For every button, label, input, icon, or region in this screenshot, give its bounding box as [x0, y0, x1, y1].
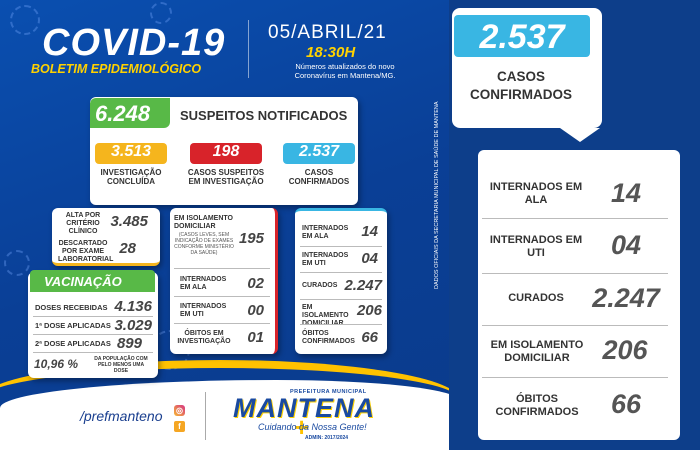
row-divider [300, 324, 382, 325]
detail-value: 2.247 [592, 283, 660, 313]
header-divider [248, 20, 249, 78]
detail-label: CURADOS [508, 292, 564, 304]
investigation-row-value: 01 [247, 329, 264, 346]
concluded-row-value: 3.485 [110, 213, 148, 230]
investigating-label: CASOS SUSPEITOS EM INVESTIGAÇÃO [187, 168, 265, 186]
vaccination-row-value: 4.136 [114, 298, 152, 315]
vaccination-row-label: 2ª DOSE APLICADAS [35, 339, 111, 348]
page-subtitle: BOLETIM EPIDEMIOLÓGICO [31, 62, 202, 76]
row-divider [300, 246, 382, 247]
confirmed-label: CASOS CONFIRMADOS [288, 168, 350, 186]
investigation-row-value: 00 [247, 302, 264, 319]
bulletin-time: 18:30H [306, 44, 356, 61]
vaccination-title: VACINAÇÃO [30, 270, 155, 292]
investigation-row-value: 195 [238, 230, 264, 247]
logo-slogan: Cuidando da Nossa Gente! [258, 422, 367, 432]
vaccination-row-value: 3.029 [114, 317, 152, 334]
detail-value: 206 [602, 335, 648, 365]
investigating-value: 198 [190, 143, 262, 164]
confirmed-small-label: CURADOS [302, 282, 338, 289]
plus-icon: + [294, 412, 310, 442]
concluded-row-label: DESCARTADO POR EXAME LABORATORIAL [58, 240, 114, 263]
virus-decoration-icon [4, 250, 30, 276]
confirmed-total-label: CASOS CONFIRMADOS [470, 69, 572, 102]
confirmed-details-card [478, 150, 680, 440]
vaccination-percent: 10,96 % [34, 357, 79, 371]
facebook-icon[interactable]: f [174, 421, 185, 432]
investigation-card [170, 208, 278, 354]
concluded-label: INVESTIGAÇÃO CONCLUÍDA [100, 168, 162, 186]
confirmed-small-value: 206 [356, 302, 382, 319]
footer-bg [0, 380, 460, 450]
investigation-row-label: INTERNADOS EM UTI [180, 303, 227, 318]
confirmed-small-label: ÓBITOS CONFIRMADOS [302, 330, 355, 345]
detail-value: 66 [610, 389, 642, 419]
vaccination-percent-label: DA POPULAÇÃO COM PELO MENOS UMA DOSE [94, 356, 148, 374]
confirmed-small-value: 2.247 [344, 277, 382, 294]
detail-label: INTERNADOS EM UTI [489, 234, 583, 259]
confirmed-total: 2.537 [454, 15, 590, 57]
bulletin-note: Números atualizados do novo Coronavírus … [294, 62, 396, 80]
row-divider [33, 334, 153, 335]
investigation-row-value: 02 [247, 275, 264, 292]
row-divider [482, 325, 668, 326]
yellow-swoosh [0, 360, 460, 400]
confirmed-small-value: 66 [361, 329, 378, 346]
vaccination-row-label: DOSES RECEBIDAS [35, 303, 108, 312]
social-handle[interactable]: /prefmanteno [80, 408, 163, 424]
instagram-icon[interactable]: ◎ [174, 405, 185, 416]
pointer-triangle [560, 128, 600, 142]
detail-label: ÓBITOS CONFIRMADOS [495, 393, 579, 418]
row-divider [300, 272, 382, 273]
confirmed-small-label: INTERNADOS EM UTI [302, 252, 349, 267]
row-divider [174, 323, 270, 324]
detail-value: 04 [610, 230, 642, 260]
suspects-total-bg [90, 98, 170, 128]
concluded-row-value: 28 [119, 240, 136, 257]
confirmed-small-value: 04 [361, 250, 378, 267]
row-divider [300, 299, 382, 300]
logo-admin: ADMIN: 2017/2024 [305, 435, 349, 441]
confirmed-small-label: INTERNADOS EM ALA [302, 225, 349, 240]
detail-value: 14 [610, 178, 642, 208]
vaccination-row-label: 1ª DOSE APLICADAS [35, 321, 111, 330]
concluded-value: 3.513 [95, 143, 167, 164]
investigation-row-label: INTERNADOS EM ALA [180, 276, 227, 291]
suspects-total: 6.248 [95, 101, 151, 126]
row-divider [482, 273, 668, 274]
vaccination-row-value: 899 [116, 335, 142, 352]
detail-label: INTERNADOS EM ALA [489, 181, 583, 206]
suspects-label: SUSPEITOS NOTIFICADOS [180, 108, 348, 123]
concluded-row-label: ALTA POR CRITÉRIO CLÍNICO [65, 212, 101, 235]
row-divider [174, 268, 270, 269]
detail-label: EM ISOLAMENTO DOMICILIAR [490, 339, 584, 364]
row-divider [33, 352, 153, 353]
virus-decoration-icon [10, 5, 40, 35]
confirmed-value: 2.537 [283, 143, 355, 164]
mantena-logo: MANTENA [233, 393, 375, 423]
virus-decoration-icon [150, 2, 172, 24]
bulletin-date: 05/ABRIL/21 [268, 22, 387, 43]
confirmed-small-card [295, 208, 387, 354]
footer-divider [205, 392, 206, 440]
page-title: COVID-19 [42, 22, 226, 64]
row-divider [33, 316, 153, 317]
investigation-row-label: ÓBITOS EM INVESTIGAÇÃO [177, 330, 231, 345]
row-divider [174, 296, 270, 297]
logo-top-text: PREFEITURA MUNICIPAL [290, 389, 367, 395]
row-divider [482, 377, 668, 378]
confirmed-small-value: 14 [361, 223, 378, 240]
investigation-row-label: EM ISOLAMENTO DOMICILIAR [174, 215, 233, 230]
confirmed-small-label: EM ISOLAMENTO DOMICILIAR [302, 304, 349, 327]
source-note: DADOS OFICIAIS DA SECRETARIA MUNICIPAL D… [434, 101, 440, 289]
concluded-card [52, 208, 160, 266]
investigation-row-note: (CASOS LEVES, SEM INDICAÇÃO DE EXAMES CO… [174, 232, 234, 256]
row-divider [482, 218, 668, 219]
